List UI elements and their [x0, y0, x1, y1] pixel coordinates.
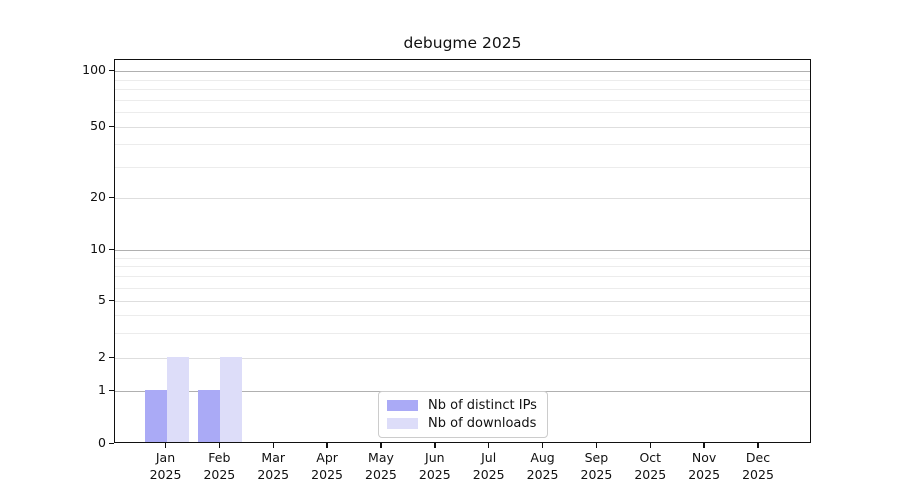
x-tick-label-sep: Sep 2025: [561, 450, 631, 483]
x-tick-month: May: [368, 450, 394, 465]
x-tick-month: Aug: [530, 450, 555, 465]
x-tick-month: Jun: [425, 450, 445, 465]
y-tick-2: [109, 357, 114, 359]
legend-item-downloads: Nb of downloads: [387, 416, 537, 431]
legend-label-distinct-ips: Nb of distinct IPs: [428, 398, 537, 413]
chart-title: debugme 2025: [403, 34, 522, 52]
x-tick-month: Jul: [481, 450, 497, 465]
x-tick-label-apr: Apr 2025: [292, 450, 362, 483]
y-tick-0: [109, 443, 114, 445]
gridline-minor-y8: [115, 266, 810, 268]
x-tick-label-jan: Jan 2025: [131, 450, 201, 483]
legend-swatch-downloads-icon: [387, 418, 418, 429]
legend-label-downloads: Nb of downloads: [428, 416, 537, 431]
legend-item-distinct-ips: Nb of distinct IPs: [387, 398, 537, 413]
x-tick-year: 2025: [365, 466, 397, 482]
gridline-minor-y3: [115, 332, 810, 334]
y-tick-label-10: 10: [90, 241, 106, 256]
y-tick-label-20: 20: [90, 189, 106, 204]
x-tick-year: 2025: [526, 466, 559, 482]
x-tick-month: Apr: [316, 450, 338, 465]
x-tick-month: Nov: [691, 450, 717, 465]
gridline-minor-y40: [115, 144, 810, 146]
gridline-minor-y6: [115, 287, 810, 289]
y-tick-1: [109, 390, 114, 392]
x-tick-feb: [218, 443, 221, 448]
x-tick-label-nov: Nov 2025: [669, 450, 739, 483]
gridline-y100: [115, 71, 810, 72]
y-tick-50: [109, 126, 114, 128]
x-tick-month: Sep: [584, 450, 609, 465]
bar-feb-distinct-ips: [198, 390, 221, 442]
gridline-minor-y30: [115, 166, 810, 168]
y-tick-label-2: 2: [98, 349, 106, 364]
x-tick-oct: [649, 443, 651, 448]
x-tick-year: 2025: [418, 466, 451, 482]
x-tick-label-may: May 2025: [346, 450, 416, 483]
x-tick-aug: [541, 443, 544, 448]
x-tick-label-dec: Dec 2025: [723, 450, 793, 483]
x-tick-dec: [757, 443, 759, 448]
gridline-minor-y90: [115, 79, 810, 81]
x-tick-month: Feb: [208, 450, 231, 465]
x-tick-year: 2025: [472, 466, 505, 482]
x-tick-year: 2025: [688, 466, 721, 482]
gridline-minor-y70: [115, 99, 810, 101]
gridline-minor-y4: [115, 314, 810, 316]
y-tick-5: [109, 300, 114, 302]
y-tick-label-0: 0: [98, 435, 106, 450]
x-tick-jul: [487, 443, 490, 448]
gridline-y50: [115, 127, 810, 128]
x-tick-label-oct: Oct 2025: [615, 450, 685, 483]
gridline-y5: [115, 301, 810, 302]
plot-area: [114, 59, 811, 443]
x-tick-year: 2025: [257, 466, 290, 482]
x-tick-label-aug: Aug 2025: [508, 450, 578, 483]
gridline-minor-y60: [115, 112, 810, 114]
gridline-y2: [115, 358, 810, 359]
x-tick-jan: [164, 443, 167, 448]
x-tick-label-mar: Mar 2025: [238, 450, 308, 483]
y-tick-label-100: 100: [82, 62, 106, 77]
x-tick-year: 2025: [311, 466, 343, 482]
y-tick-label-1: 1: [98, 382, 106, 397]
gridline-y10: [115, 250, 810, 251]
gridline-minor-y7: [115, 276, 810, 278]
x-tick-year: 2025: [203, 466, 236, 482]
gridline-minor-y80: [115, 89, 810, 91]
gridline-y20: [115, 198, 810, 199]
x-tick-nov: [703, 443, 705, 448]
y-tick-label-5: 5: [98, 292, 106, 307]
y-tick-100: [109, 70, 114, 72]
x-tick-month: Oct: [639, 450, 662, 465]
y-tick-label-50: 50: [90, 118, 106, 133]
x-tick-month: Mar: [261, 450, 286, 465]
x-tick-label-jul: Jul 2025: [454, 450, 524, 483]
bar-feb-downloads: [220, 357, 243, 442]
x-tick-month: Dec: [745, 450, 771, 465]
x-tick-year: 2025: [580, 466, 613, 482]
x-tick-mar: [272, 443, 274, 448]
bar-jan-distinct-ips: [144, 390, 167, 442]
x-tick-jun: [434, 443, 436, 448]
x-tick-year: 2025: [149, 466, 182, 482]
x-tick-year: 2025: [634, 466, 667, 482]
x-tick-apr: [326, 443, 328, 448]
x-tick-label-feb: Feb 2025: [184, 450, 254, 483]
legend-swatch-distinct-ips-icon: [387, 400, 418, 411]
y-tick-20: [109, 197, 114, 199]
x-tick-year: 2025: [742, 466, 774, 482]
x-tick-sep: [595, 443, 598, 448]
x-tick-month: Jan: [155, 450, 176, 465]
y-tick-10: [109, 249, 114, 251]
x-tick-may: [380, 443, 382, 448]
bar-jan-downloads: [166, 357, 189, 442]
legend: Nb of distinct IPs Nb of downloads: [378, 391, 548, 438]
x-tick-label-jun: Jun 2025: [400, 450, 470, 483]
gridline-minor-y9: [115, 257, 810, 259]
